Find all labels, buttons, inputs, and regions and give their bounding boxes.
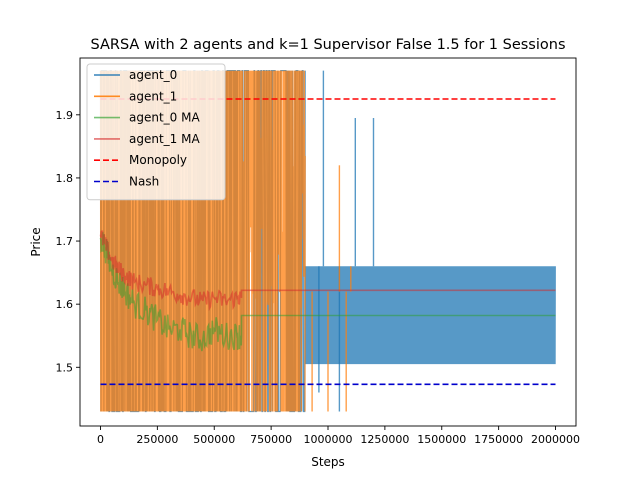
x-tick-label: 2000000 <box>531 433 580 446</box>
x-axis-label: Steps <box>311 455 345 469</box>
x-tick-label: 1500000 <box>417 433 466 446</box>
y-tick-label: 1.5 <box>56 361 74 374</box>
agent-price-oscillation <box>99 70 556 413</box>
x-tick-label: 250000 <box>136 433 178 446</box>
x-tick-label: 500000 <box>193 433 235 446</box>
x-tick-label: 1000000 <box>304 433 353 446</box>
legend-label: agent_0 MA <box>129 111 200 125</box>
y-tick-label: 1.6 <box>56 298 74 311</box>
series-agent-0-ma <box>99 232 556 352</box>
y-tick-label: 1.9 <box>56 109 74 122</box>
chart-title: SARSA with 2 agents and k=1 Supervisor F… <box>90 37 565 53</box>
legend-box <box>86 63 226 201</box>
x-axis: 0 250000 500000 750000 1000000 1250000 1500000… <box>97 426 580 446</box>
x-tick-label: 1750000 <box>474 433 523 446</box>
y-tick-label: 1.7 <box>56 235 74 248</box>
legend-label: agent_1 MA <box>129 132 200 146</box>
legend-label: Nash <box>129 175 159 189</box>
y-axis: 1.5 1.6 1.7 1.8 1.9 <box>56 109 80 374</box>
x-tick-label: 0 <box>97 433 104 446</box>
legend-label: agent_1 <box>129 89 177 103</box>
y-axis-label: Price <box>29 227 43 256</box>
x-tick-label: 750000 <box>250 433 292 446</box>
legend: agent_0 agent_1 agent_0 MA agent_1 MA Monopo… <box>86 63 226 201</box>
legend-label: agent_0 <box>129 68 177 82</box>
x-tick-label: 1250000 <box>360 433 409 446</box>
legend-label: Monopoly <box>129 153 187 167</box>
series-agent-1-ma <box>99 230 556 312</box>
y-tick-label: 1.8 <box>56 172 74 185</box>
